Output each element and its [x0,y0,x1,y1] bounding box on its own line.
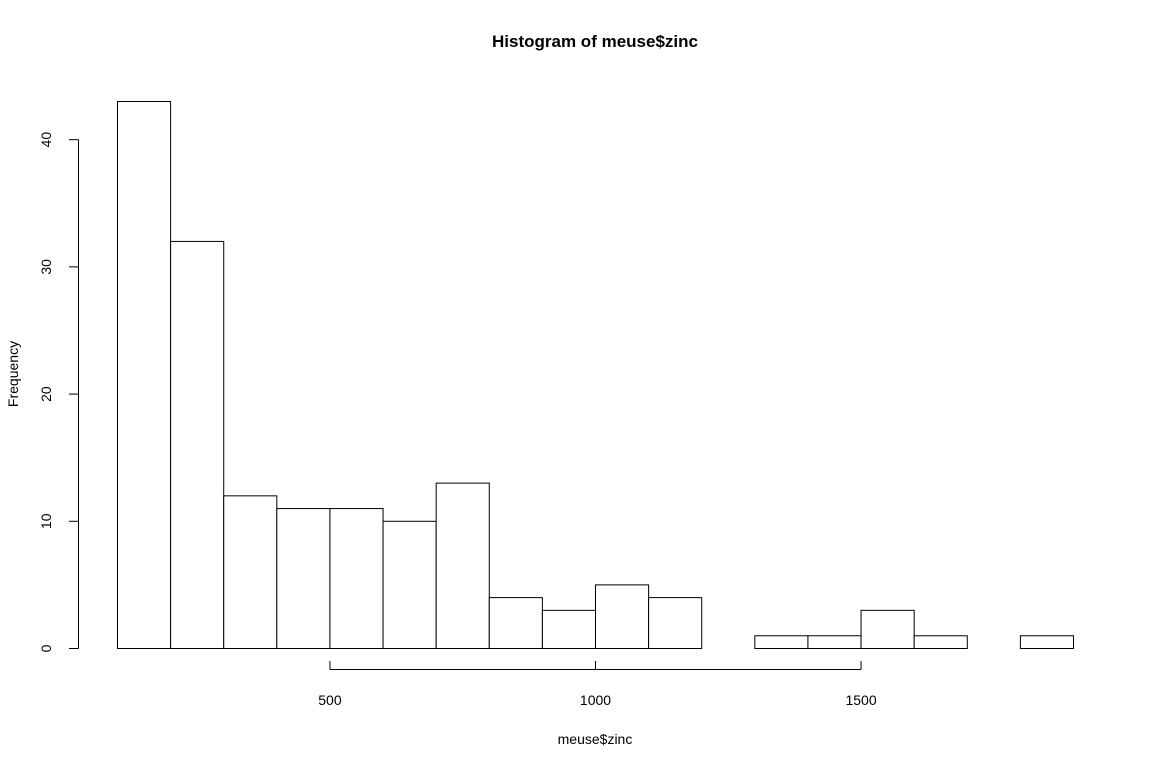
y-tick-label: 20 [38,386,54,402]
histogram-bar [488,597,543,649]
histogram-bar [807,635,862,649]
x-tick-label: 500 [318,692,342,708]
histogram-bar [223,495,278,650]
y-ticks: 0 10 20 30 40 [38,132,79,652]
y-tick-label: 40 [38,132,54,148]
histogram-bar [117,101,172,649]
histogram-bar [170,240,225,649]
histogram-bar [541,609,597,650]
bars-group [117,101,1075,650]
histogram-bar [329,508,384,649]
y-tick-label: 0 [38,644,54,652]
chart-title: Histogram of meuse$zinc [492,32,698,51]
x-axis: 500 1000 1500 [318,661,877,708]
histogram-bar [648,597,703,649]
histogram-bar [1019,635,1075,649]
x-axis-label: meuse$zinc [558,731,633,747]
histogram-bar [382,520,437,650]
histogram-bar [276,508,331,649]
x-ticks: 500 1000 1500 [318,661,877,708]
histogram-bar [913,635,968,649]
y-axis-label: Frequency [5,341,21,407]
y-tick-label: 30 [38,259,54,275]
y-tick-label: 10 [38,513,54,529]
histogram-bar [595,584,650,649]
x-tick-label: 1000 [580,692,611,708]
y-axis: 0 10 20 30 40 [38,132,79,652]
histogram-bar [435,482,490,649]
histogram-bar [860,609,915,650]
x-tick-label: 1500 [845,692,876,708]
histogram-bar [754,635,809,649]
